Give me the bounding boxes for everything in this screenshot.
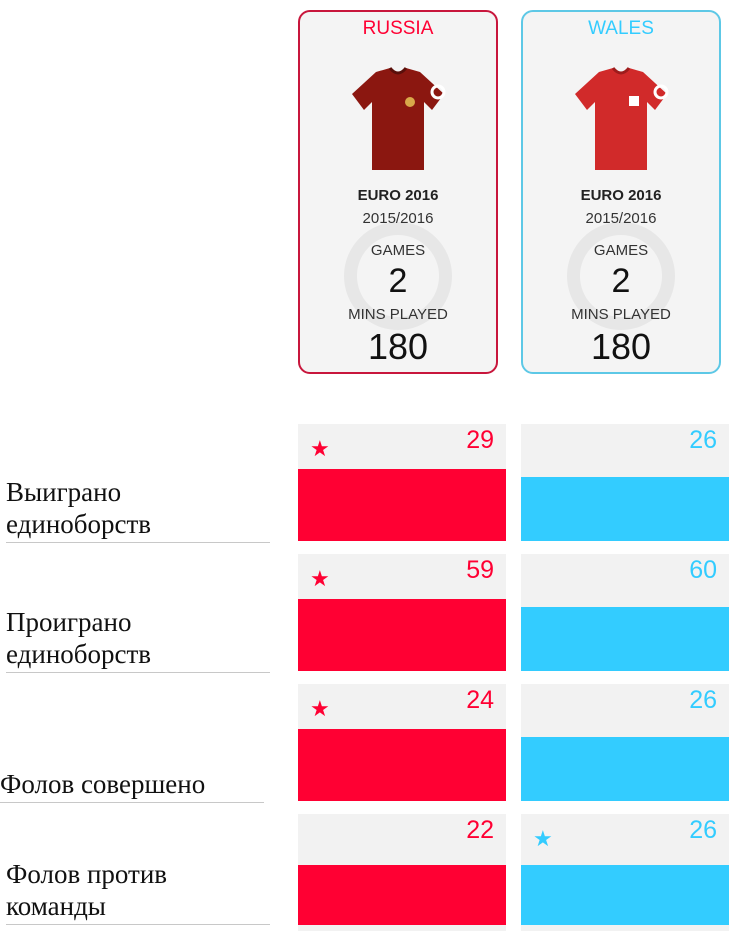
games-value: 2 (611, 262, 631, 300)
stat-label: Выиграно единоборств (6, 476, 270, 543)
star-icon: ★ (310, 566, 330, 591)
stat-label: Проиграно единоборств (6, 606, 270, 673)
stat-wales: ★ 26 (521, 684, 729, 801)
games-label: GAMES (593, 242, 649, 259)
stat-value: 59 (466, 556, 494, 584)
competition: EURO 2016 (357, 187, 439, 204)
stat-bar (521, 737, 729, 801)
stat-bar (298, 469, 506, 541)
stat-label: Фолов совершено (0, 768, 264, 803)
stat-bar (298, 599, 506, 671)
mins-played-label: MINS PLAYED (348, 306, 448, 323)
stat-russia: ★ 59 (298, 554, 506, 671)
stat-bar (298, 729, 506, 801)
stat-value: 26 (689, 816, 717, 844)
stat-wales: ★ 60 (521, 554, 729, 671)
team-card-russia[interactable]: RUSSIA EURO 2016 2015/2016 GAMES 2 MINS … (298, 10, 498, 374)
stat-russia: ★ 29 (298, 424, 506, 541)
games-value: 2 (388, 262, 408, 300)
star-icon: ★ (310, 696, 330, 721)
team-card-wales[interactable]: WALES EURO 2016 2015/2016 GAMES 2 MINS P… (521, 10, 721, 374)
stat-wales: ★ 26 (521, 814, 729, 931)
season: 2015/2016 (585, 210, 657, 227)
stat-row-fouls-committed: Фолов совершено ★ 24 ★ 26 (0, 684, 730, 803)
stat-russia: ★ 22 (298, 814, 506, 931)
shirt-icon (352, 67, 446, 170)
stat-value: 26 (689, 426, 717, 454)
stat-label: Фолов против команды (6, 858, 270, 925)
watermark-icon (567, 222, 675, 330)
stat-bar (521, 865, 729, 925)
team-name: WALES (588, 18, 654, 39)
games-label: GAMES (370, 242, 426, 259)
stat-wales: ★ 26 (521, 424, 729, 541)
competition: EURO 2016 (580, 187, 662, 204)
stat-bar (521, 607, 729, 671)
stat-value: 24 (466, 686, 494, 714)
stat-bar (298, 865, 506, 925)
stat-bar (521, 477, 729, 541)
star-icon: ★ (310, 436, 330, 461)
shirt-icon (575, 67, 669, 170)
star-icon: ★ (533, 826, 553, 851)
stat-row-fouls-against: Фолов против команды ★ 22 ★ 26 (0, 814, 730, 931)
mins-played-value: 180 (367, 326, 429, 367)
mins-played-value: 180 (590, 326, 652, 367)
stat-row-duels-lost: Проиграно единоборств ★ 59 ★ 60 (0, 554, 730, 673)
stat-value: 22 (466, 816, 494, 844)
stat-row-duels-won: Выиграно единоборств ★ 29 ★ 26 (0, 424, 730, 543)
stat-value: 60 (689, 556, 717, 584)
watermark-icon (344, 222, 452, 330)
mins-played-label: MINS PLAYED (571, 306, 671, 323)
stat-value: 29 (466, 426, 494, 454)
stat-value: 26 (689, 686, 717, 714)
stat-russia: ★ 24 (298, 684, 506, 801)
team-name: RUSSIA (362, 18, 434, 39)
season: 2015/2016 (362, 210, 434, 227)
